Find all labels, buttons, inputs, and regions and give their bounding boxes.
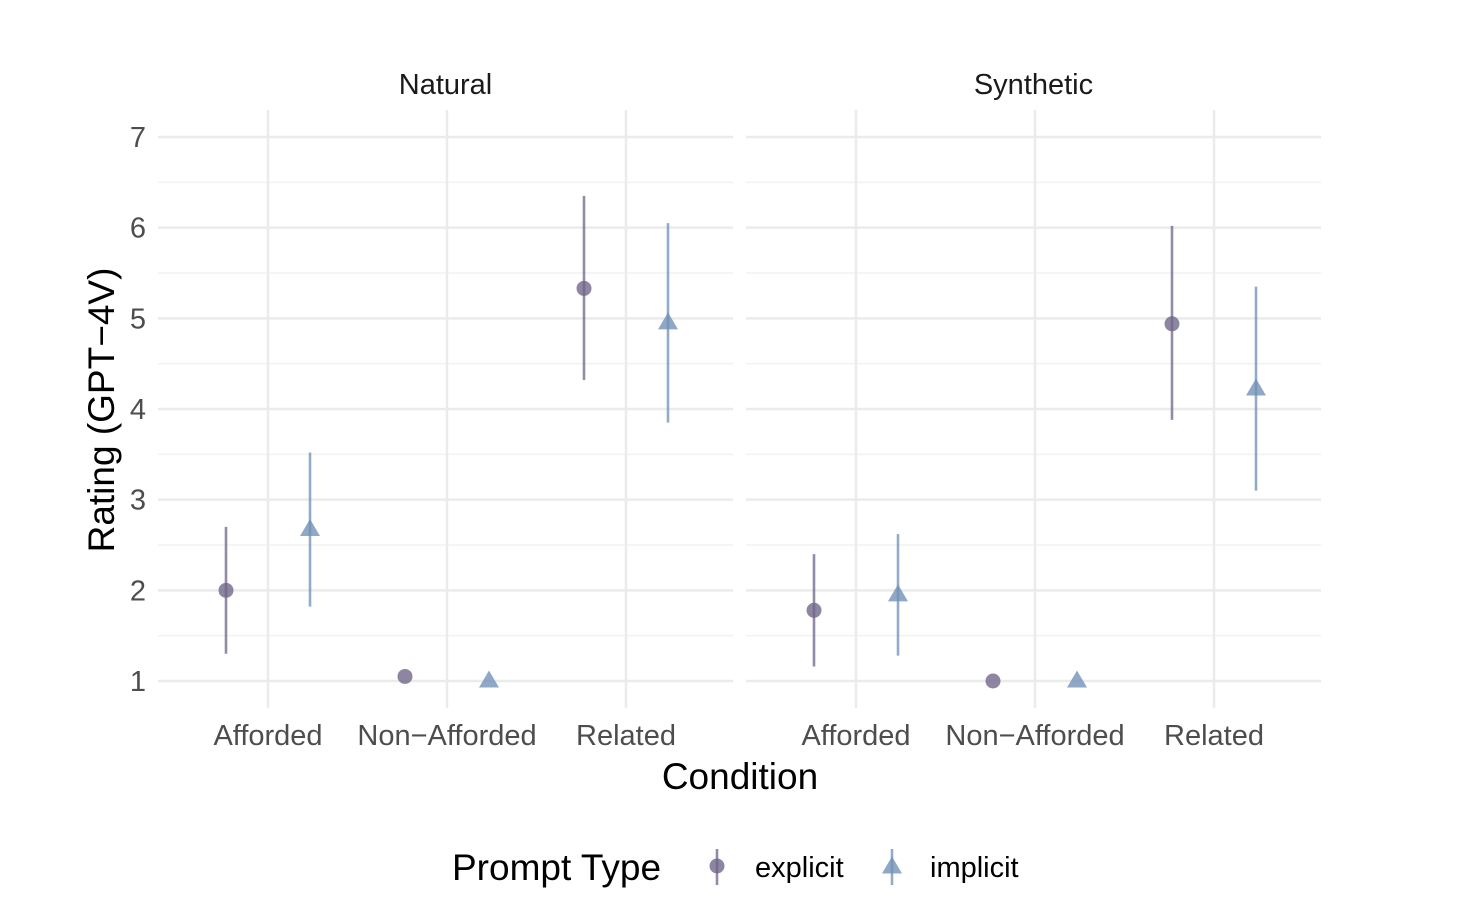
legend-label-implicit: implicit: [930, 852, 1019, 884]
point-implicit: [1246, 378, 1266, 396]
y-axis-title: Rating (GPT−4V): [81, 268, 122, 553]
y-tick-label: 7: [130, 122, 146, 154]
y-tick-label: 5: [130, 303, 146, 335]
point-implicit: [888, 584, 908, 602]
facet-title: Natural: [399, 69, 493, 101]
point-implicit: [658, 312, 678, 330]
x-tick-label: Related: [576, 720, 676, 752]
x-tick-label: Related: [1164, 720, 1264, 752]
legend-title: Prompt Type: [452, 847, 661, 888]
legend-label-explicit: explicit: [755, 852, 844, 884]
x-tick-label: Non−Afforded: [357, 720, 536, 752]
point-implicit: [479, 670, 499, 688]
point-explicit: [1164, 316, 1180, 332]
y-tick-label: 2: [130, 575, 146, 607]
x-tick-label: Afforded: [213, 720, 322, 752]
point-implicit: [1067, 670, 1087, 688]
y-tick-label: 3: [130, 485, 146, 517]
point-explicit: [576, 280, 592, 296]
point-explicit: [806, 602, 822, 618]
y-tick-label: 1: [130, 666, 146, 698]
x-tick-label: Afforded: [801, 720, 910, 752]
y-tick-label: 6: [130, 213, 146, 245]
point-explicit: [397, 668, 413, 684]
legend-key-explicit: [709, 858, 725, 874]
legend-key-implicit: [882, 856, 902, 874]
point-implicit: [300, 519, 320, 537]
point-explicit: [985, 673, 1001, 689]
y-tick-label: 4: [130, 394, 146, 426]
x-tick-label: Non−Afforded: [945, 720, 1124, 752]
point-explicit: [218, 582, 234, 598]
facet-title: Synthetic: [974, 69, 1093, 101]
x-axis-title: Condition: [662, 756, 818, 797]
